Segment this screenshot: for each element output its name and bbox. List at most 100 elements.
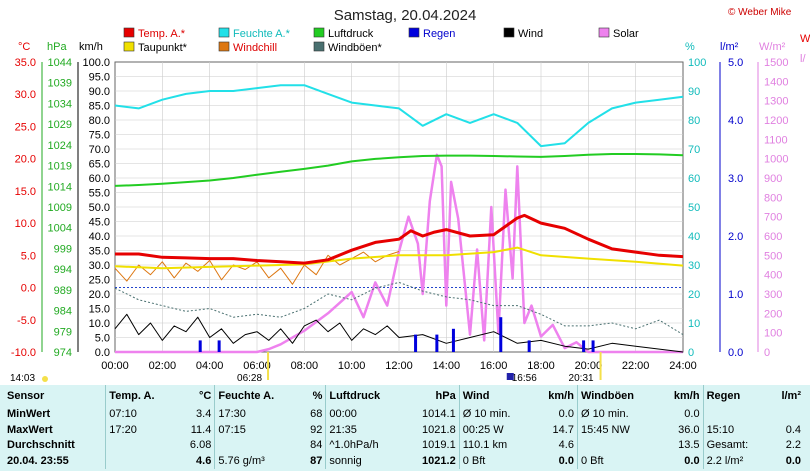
pressure-tick: 1039 [48,78,72,90]
legend-swatch [123,41,135,52]
legend-label: Windchill [233,42,277,54]
stats-header: Wind [458,385,534,407]
stats-cell: 1014.1 [422,408,456,421]
stats-cell: 11.4 [190,423,212,436]
wind-tick: 30.0 [89,260,110,272]
humidity-unit-label: % [685,41,695,53]
rain-tick: 4.0 [728,115,743,127]
axes: 35.0 30.0 25.0 20.0 15.0 10.0 5.0 0.0 -5.0 -10.0 1… [11,57,789,372]
rain-tick: 2.0 [728,231,743,243]
pressure-tick: 1009 [48,202,72,214]
wind-tick: 15.0 [89,304,110,316]
wind-tick: 65.0 [89,159,110,171]
pressure-tick: 1004 [48,223,72,235]
solar-tick: 500 [764,250,782,262]
legend-swatch [123,27,135,38]
x-tick: 24:00 [669,360,697,372]
pressure-tick: 1019 [48,161,72,173]
stats-header: hPa [435,389,456,402]
stats-cell: 4.6 [558,439,574,452]
rain-bar [198,340,202,352]
temp-unit-label: °C [18,41,30,53]
solar-tick: 600 [764,231,782,243]
wind-tick: 25.0 [89,275,110,287]
temp-tick: 0.0 [21,283,36,295]
sun-markers: 14:03 06:28 16:56 20:31 [10,352,602,384]
rain-bar [582,340,586,352]
series-feuchte-a [114,84,684,148]
wind-tick: 50.0 [89,202,110,214]
sunset-time: 20:31 [569,373,594,384]
solar-unit-label: W/m² [759,41,786,53]
stats-header: l/m² [781,389,801,402]
copyright-label: © Weber Mike [728,7,792,18]
rain-tick: 5.0 [728,57,743,69]
bottom-left-time: 14:03 [10,373,35,384]
edge-label-top: W [800,33,810,45]
stats-cell [576,438,659,454]
stats-cell: 1021.8 [422,423,456,436]
stats-header: Sensor [7,389,45,402]
stats-cell: 3.4 [196,408,212,421]
row-label: Durchschnitt [7,439,75,452]
stats-cell [105,438,177,454]
stats-row-current: 20.04. 23:55 4.6 5.76 g/m³ 87 sonnig 102… [4,453,804,469]
rain-bar [414,334,418,352]
pressure-tick: 1044 [48,57,72,69]
wind-tick: 0.0 [95,347,110,359]
stats-cell: 84 [310,439,323,452]
stats-cell: ^1.0hPa/h [325,438,405,454]
solar-tick: 300 [764,289,782,301]
statistics-panel: Sensor Temp. A. °C Feuchte A. % Luftdruc… [0,385,810,471]
weather-chart: Samstag, 20.04.2024 © Weber Mike W l/ Te… [10,7,810,384]
wind-tick: 40.0 [89,231,110,243]
series-wind [114,313,684,353]
solar-tick: 1300 [764,96,788,108]
stats-header: Windböen [576,385,659,407]
solar-tick: 1400 [764,76,788,88]
legend-swatch [503,27,515,38]
rain-bar [527,340,531,352]
row-label: MaxWert [7,423,53,436]
legend-swatch [598,27,610,38]
solar-tick: 1000 [764,154,788,166]
solar-tick: 0 [764,347,770,359]
stats-cell: 0.0 [684,454,700,467]
rain-tick: 3.0 [728,173,743,185]
humidity-tick: 40 [688,231,700,243]
rain-unit-label: l/m² [720,41,739,53]
series-layer [114,84,684,354]
legend-swatch [313,27,325,38]
temp-tick: 30.0 [15,89,36,101]
wind-unit-label: km/h [79,41,103,53]
series-solar [115,153,683,354]
wind-tick: 5.0 [95,333,110,345]
stats-cell: 1021.2 [422,454,456,467]
stats-row-min: MinWert 07:10 3.4 17:30 68 00:00 1014.1 … [4,407,804,423]
humidity-tick: 10 [688,318,700,330]
stats-cell: 0.0 [558,454,574,467]
stats-cell: 14.7 [552,423,574,436]
x-tick: 08:00 [291,360,319,372]
stats-cell: 07:10 [105,407,177,423]
legend-swatch [313,41,325,52]
stats-cell [214,438,301,454]
series-luftdruck [114,153,684,187]
stats-cell: 36.0 [678,423,700,436]
legend-swatch [218,41,230,52]
pressure-tick: 1034 [48,98,72,110]
pressure-tick: 989 [54,285,72,297]
legend-swatch [408,27,420,38]
row-label: MinWert [7,408,51,421]
sunrise-marker [267,352,270,380]
stats-cell: 00:00 [325,407,405,423]
pressure-tick: 1024 [48,140,72,152]
x-tick: 20:00 [575,360,603,372]
x-tick: 22:00 [622,360,650,372]
stats-cell: sonnig [325,453,405,469]
legend-label: Luftdruck [328,28,374,40]
rain-bar [591,340,595,352]
stats-row-average: Durchschnitt 6.08 84 ^1.0hPa/h 1019.1 11… [4,438,804,454]
wind-tick: 85.0 [89,101,110,113]
pressure-tick: 984 [54,306,72,318]
